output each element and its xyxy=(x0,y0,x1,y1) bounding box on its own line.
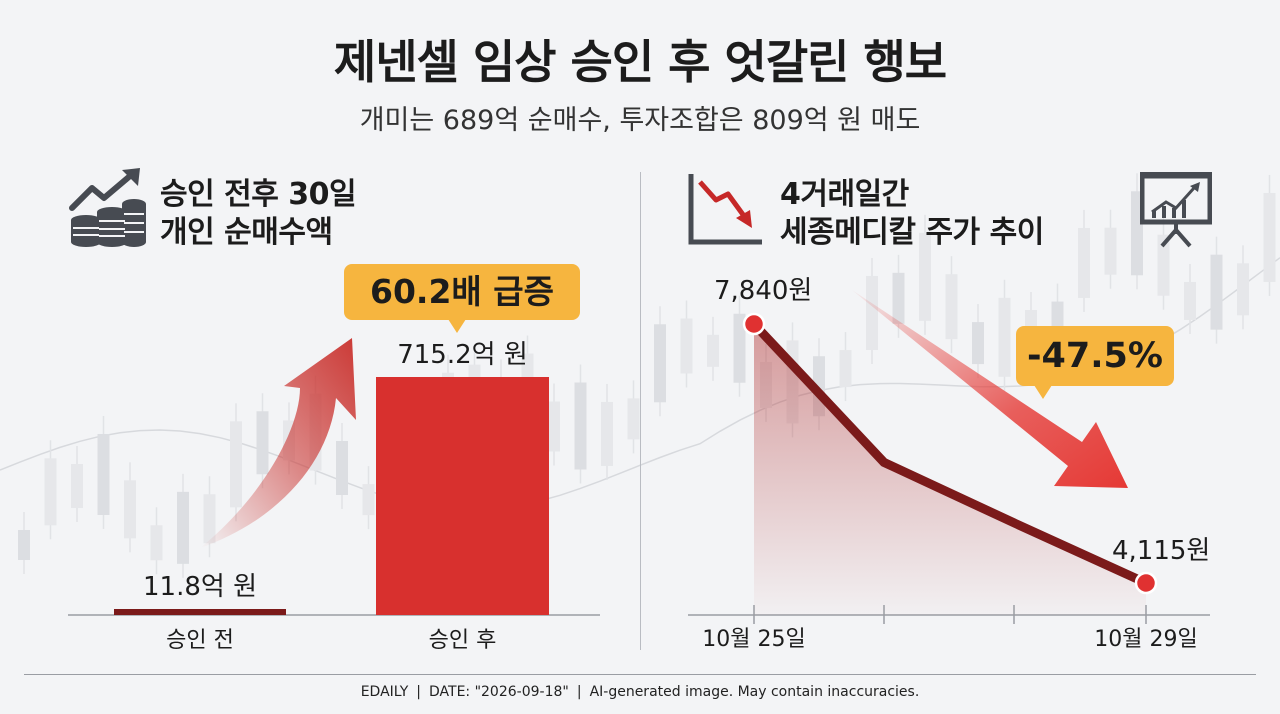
left-heading-line1: 승인 전후 30일 xyxy=(160,177,357,212)
bar-category-label-1: 승인 후 xyxy=(429,628,497,653)
bar-data-label-1: 715.2억 원 xyxy=(397,340,528,370)
bar-1 xyxy=(376,377,549,615)
surge-callout: 60.2배 급증 xyxy=(344,264,580,333)
footer-divider xyxy=(24,674,1256,675)
line-point-3 xyxy=(1134,571,1158,595)
line-x-label-0: 10월 25일 xyxy=(702,627,805,652)
right-panel-heading: 4거래일간 세종메디칼 주가 추이 xyxy=(780,176,1044,252)
coins-growth-icon xyxy=(69,168,146,247)
drop-callout: -47.5% xyxy=(1016,326,1174,399)
panel-divider xyxy=(640,172,641,650)
footer: EDAILY | DATE: "2026-09-18" | AI-generated i… xyxy=(360,684,920,700)
decline-arrow xyxy=(852,290,1128,488)
line-data-label-3: 4,115원 xyxy=(1112,536,1210,566)
page-title: 제넨셀 임상 승인 후 엇갈린 행보 xyxy=(333,35,947,89)
bar-data-label-0: 11.8억 원 xyxy=(143,572,257,602)
line-x-label-3: 10월 29일 xyxy=(1094,627,1197,652)
footer-source: EDAILY xyxy=(360,684,409,700)
presentation-board-icon xyxy=(1140,172,1212,248)
bar-category-label-0: 승인 전 xyxy=(166,628,234,653)
left-panel-heading: 승인 전후 30일 개인 순매수액 xyxy=(160,176,357,252)
footer-date: DATE: "2026-09-18" xyxy=(429,684,569,700)
line-data-label-0: 7,840원 xyxy=(714,276,812,306)
left-heading-line2: 개인 순매수액 xyxy=(160,215,333,250)
right-heading-line2: 세종메디칼 주가 추이 xyxy=(780,215,1044,250)
growth-arrow xyxy=(200,338,356,548)
bar-0 xyxy=(114,609,286,615)
right-heading-line1: 4거래일간 xyxy=(780,177,909,212)
page-subtitle: 개미는 689억 순매수, 투자조합은 809억 원 매도 xyxy=(359,105,921,136)
price-line xyxy=(749,319,1151,588)
footer-note: AI-generated image. May contain inaccura… xyxy=(589,684,920,700)
declining-chart-icon xyxy=(688,174,762,245)
line-point-0 xyxy=(742,312,766,336)
bar-chart: 11.8억 원 715.2억 원 승인 전 승인 후 xyxy=(68,338,600,653)
line-chart: 7,840원 4,115원 10월 25일 10월 29일 xyxy=(688,276,1210,652)
